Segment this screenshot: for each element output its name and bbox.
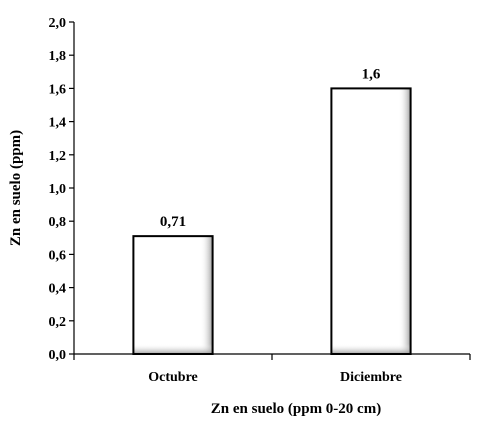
data-label: 1,6 bbox=[362, 66, 381, 82]
y-axis: 0,0 0,2 0,4 0,6 0,8 1,0 1,2 1,4 1,6 1,8 2,0 bbox=[49, 16, 75, 363]
y-axis-title: Zn en suelo (ppm) bbox=[8, 130, 24, 246]
bar bbox=[133, 236, 213, 354]
x-axis: Octubre Diciembre bbox=[73, 353, 471, 385]
bar-shade-bottom bbox=[133, 344, 213, 354]
x-axis-title: Zn en suelo (ppm 0-20 cm) bbox=[211, 401, 381, 417]
bar bbox=[331, 88, 411, 355]
y-tick-label: 1,4 bbox=[49, 116, 67, 131]
y-tick-label: 1,8 bbox=[49, 49, 67, 64]
bar-shade-right bbox=[200, 236, 213, 354]
y-tick-label: 2,0 bbox=[49, 16, 67, 31]
data-label: 0,71 bbox=[160, 214, 186, 230]
bar-shade-bottom bbox=[331, 344, 411, 354]
y-tick-label: 0,0 bbox=[49, 348, 67, 363]
y-tick-label: 0,2 bbox=[49, 315, 67, 330]
y-tick-label: 0,8 bbox=[49, 215, 67, 230]
y-tick-label: 0,6 bbox=[49, 248, 67, 263]
x-tick-label: Diciembre bbox=[340, 370, 402, 385]
y-tick-label: 1,6 bbox=[49, 82, 67, 97]
y-tick-label: 1,0 bbox=[49, 182, 67, 197]
bar-group bbox=[330, 87, 412, 356]
x-tick-label: Octubre bbox=[148, 370, 198, 385]
y-tick-label: 0,4 bbox=[49, 282, 67, 297]
bars-layer: 0,71 1,6 bbox=[132, 66, 412, 356]
bar-group bbox=[132, 235, 214, 355]
bar-shade-right bbox=[398, 88, 411, 355]
y-tick-label: 1,2 bbox=[49, 149, 67, 164]
